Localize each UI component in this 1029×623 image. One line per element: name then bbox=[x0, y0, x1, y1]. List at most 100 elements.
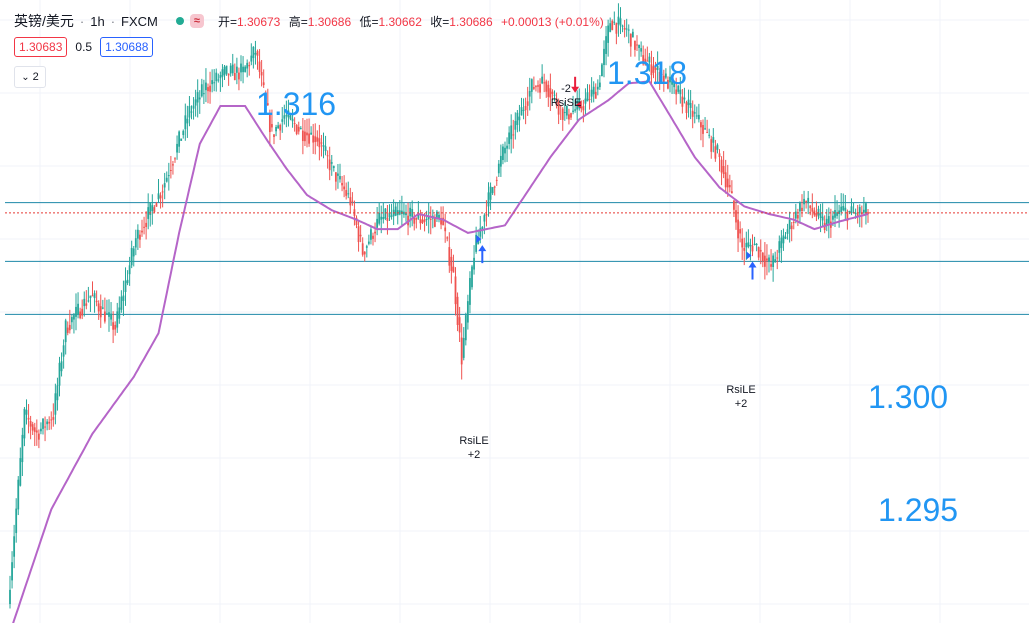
legend-header: 英镑/美元 · 1h · FXCM ≈ 开=1.30673 高=1.30686 … bbox=[14, 10, 609, 32]
candle bbox=[363, 251, 366, 255]
candle bbox=[229, 65, 232, 74]
candle bbox=[180, 138, 183, 141]
candle bbox=[671, 80, 673, 85]
candle bbox=[417, 213, 420, 219]
candle bbox=[763, 255, 766, 267]
trade-price-row: 1.30683 0.5 1.30688 bbox=[14, 37, 154, 57]
candle bbox=[52, 417, 55, 420]
candle bbox=[345, 190, 348, 196]
candle bbox=[347, 193, 350, 195]
candle bbox=[262, 82, 265, 86]
approx-icon[interactable]: ≈ bbox=[189, 14, 204, 28]
candle bbox=[178, 131, 181, 147]
candle bbox=[306, 132, 308, 136]
candle bbox=[681, 96, 684, 107]
candle bbox=[33, 427, 36, 432]
candle bbox=[112, 322, 115, 330]
candle bbox=[139, 234, 141, 240]
candle bbox=[553, 94, 556, 96]
candle bbox=[299, 128, 302, 130]
candle bbox=[264, 92, 267, 100]
candle bbox=[508, 132, 511, 144]
candle bbox=[339, 176, 341, 180]
candle bbox=[378, 212, 381, 224]
sell-price-button[interactable]: 1.30683 bbox=[14, 37, 68, 57]
candle bbox=[708, 134, 711, 136]
candle bbox=[421, 219, 424, 223]
candle bbox=[35, 430, 38, 433]
candle bbox=[114, 324, 117, 330]
candle bbox=[790, 225, 793, 230]
candle bbox=[186, 118, 189, 124]
candle bbox=[174, 158, 176, 160]
candle bbox=[491, 187, 494, 194]
candle bbox=[634, 40, 636, 50]
candle bbox=[227, 73, 230, 76]
candle bbox=[153, 207, 156, 212]
candle bbox=[629, 33, 632, 47]
candle bbox=[310, 132, 313, 135]
candle bbox=[545, 81, 548, 92]
label-level-1300: 1.300 bbox=[868, 379, 948, 415]
candle bbox=[110, 313, 112, 320]
candle bbox=[594, 91, 597, 99]
candle bbox=[664, 73, 667, 78]
candle bbox=[832, 215, 834, 220]
candle bbox=[747, 242, 750, 247]
candle bbox=[625, 28, 628, 30]
low-value: 1.30662 bbox=[378, 14, 422, 29]
buy-price-button[interactable]: 1.30688 bbox=[100, 37, 154, 57]
candle bbox=[155, 203, 158, 207]
candle bbox=[324, 146, 327, 152]
candle bbox=[314, 136, 317, 143]
candle bbox=[535, 86, 537, 88]
candle bbox=[662, 75, 665, 83]
indicators-toggle-button[interactable]: ⌄ 2 bbox=[14, 66, 46, 88]
candle bbox=[462, 337, 465, 358]
candle bbox=[450, 256, 453, 271]
short-entry-arrowhead bbox=[571, 86, 580, 93]
candle bbox=[219, 75, 222, 79]
candle bbox=[281, 119, 284, 122]
candle bbox=[712, 137, 715, 143]
long-entry-flag bbox=[476, 235, 482, 244]
candle bbox=[689, 102, 692, 108]
candle bbox=[54, 393, 57, 415]
candle bbox=[683, 97, 686, 100]
candle bbox=[271, 124, 273, 128]
candle bbox=[58, 362, 61, 386]
candle bbox=[537, 85, 539, 87]
candle bbox=[613, 21, 616, 23]
candle bbox=[704, 128, 706, 130]
candle bbox=[825, 218, 828, 226]
candle bbox=[749, 244, 752, 247]
candle bbox=[433, 218, 436, 227]
candle bbox=[413, 217, 416, 224]
candle bbox=[448, 247, 451, 266]
candle bbox=[654, 68, 657, 70]
candle bbox=[215, 72, 218, 82]
candle bbox=[667, 80, 669, 89]
candle bbox=[254, 52, 257, 55]
candle bbox=[650, 64, 653, 76]
separator: · bbox=[79, 13, 85, 29]
candle bbox=[627, 29, 630, 31]
candle bbox=[582, 106, 585, 111]
candle bbox=[320, 142, 323, 144]
candle bbox=[656, 65, 659, 71]
candle bbox=[574, 109, 577, 111]
candle bbox=[530, 79, 533, 92]
candle bbox=[157, 193, 160, 200]
candle bbox=[398, 210, 401, 215]
label-peak-1316: 1.316 bbox=[256, 86, 336, 122]
interval-label[interactable]: 1h bbox=[90, 13, 105, 29]
candle bbox=[386, 217, 389, 222]
candle bbox=[246, 62, 249, 69]
candle bbox=[541, 76, 544, 84]
indicator-count: 2 bbox=[32, 71, 39, 83]
symbol-name[interactable]: 英镑/美元 bbox=[14, 13, 74, 29]
candle bbox=[780, 237, 783, 249]
candle bbox=[231, 64, 234, 74]
candle bbox=[596, 86, 599, 90]
